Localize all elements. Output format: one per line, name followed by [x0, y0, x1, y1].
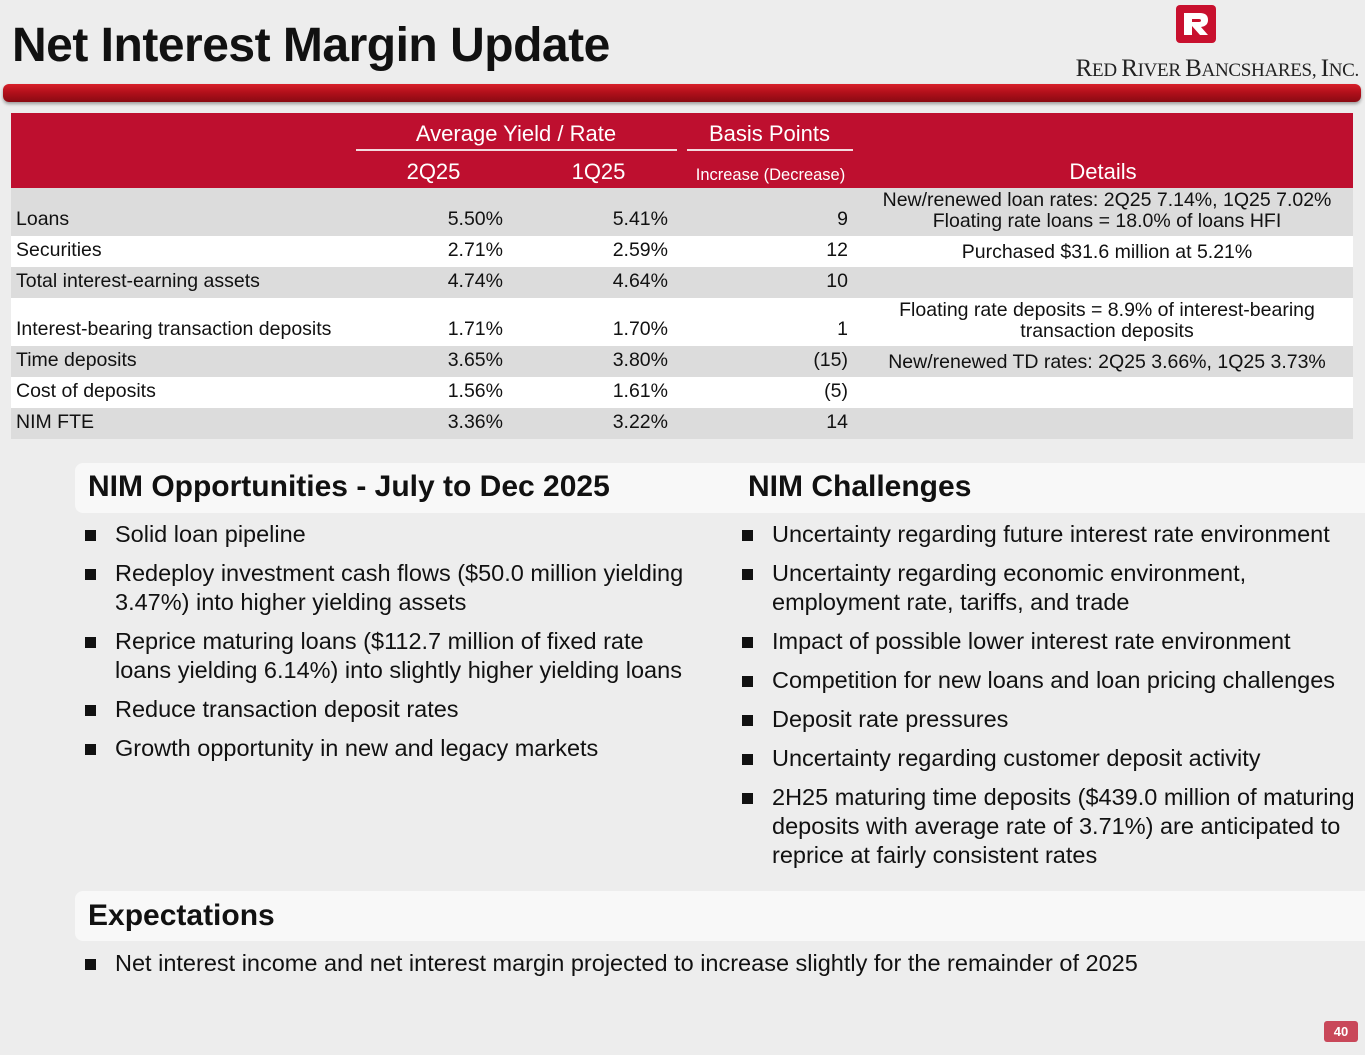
list-item: Uncertainty regarding future interest ra… — [742, 520, 1362, 549]
expectations-header-band — [75, 891, 1365, 941]
page-number: 40 — [1324, 1021, 1358, 1042]
header-col-2q25: 2Q25 — [406, 159, 461, 184]
company-name: RED RIVER BANCSHARES, INC. — [1075, 55, 1360, 82]
list-item: Uncertainty regarding customer deposit a… — [742, 744, 1362, 773]
challenges-list: Uncertainty regarding future interest ra… — [742, 520, 1362, 880]
header-col-1q25: 1Q25 — [571, 159, 626, 184]
list-item: Reprice maturing loans ($112.7 million o… — [85, 627, 685, 685]
challenges-title: NIM Challenges — [748, 470, 972, 503]
company-logo-icon — [1176, 5, 1216, 43]
section-header-band — [75, 463, 1365, 513]
header-col-basis-change: Increase (Decrease) — [695, 166, 846, 184]
header-group-basis-points: Basis Points — [708, 121, 831, 146]
table-row: Loans 5.50% 5.41% 9 New/renewed loan rat… — [11, 188, 1353, 236]
list-item: Uncertainty regarding economic environme… — [742, 559, 1362, 617]
list-item: Deposit rate pressures — [742, 705, 1362, 734]
list-item: Net interest income and net interest mar… — [85, 949, 1335, 978]
list-item: Reduce transaction deposit rates — [85, 695, 685, 724]
expectations-title: Expectations — [88, 899, 275, 932]
header-group-underline — [356, 149, 677, 151]
opportunities-list: Solid loan pipeline Redeploy investment … — [85, 520, 685, 773]
list-item: Redeploy investment cash flows ($50.0 mi… — [85, 559, 685, 617]
table-row: NIM FTE 3.36% 3.22% 14 — [11, 408, 1353, 439]
table-row: Cost of deposits 1.56% 1.61% (5) — [11, 377, 1353, 408]
header-divider-bar — [3, 84, 1361, 102]
nim-table: Average Yield / Rate Basis Points 2Q25 1… — [11, 113, 1353, 439]
table-header: Average Yield / Rate Basis Points 2Q25 1… — [11, 113, 1353, 188]
table-row: Total interest-earning assets 4.74% 4.64… — [11, 267, 1353, 298]
page-title: Net Interest Margin Update — [12, 19, 610, 72]
table-row: Securities 2.71% 2.59% 12 Purchased $31.… — [11, 236, 1353, 267]
header-col-details: Details — [1069, 159, 1137, 184]
list-item: Growth opportunity in new and legacy mar… — [85, 734, 685, 763]
header-group-underline — [687, 149, 853, 151]
list-item: Competition for new loans and loan prici… — [742, 666, 1362, 695]
expectations-list: Net interest income and net interest mar… — [85, 949, 1335, 988]
list-item: Impact of possible lower interest rate e… — [742, 627, 1362, 656]
list-item: 2H25 maturing time deposits ($439.0 mill… — [742, 783, 1362, 870]
opportunities-title: NIM Opportunities - July to Dec 2025 — [88, 470, 610, 503]
list-item: Solid loan pipeline — [85, 520, 685, 549]
header-group-yield: Average Yield / Rate — [415, 121, 617, 146]
table-row: Time deposits 3.65% 3.80% (15) New/renew… — [11, 346, 1353, 377]
table-row: Interest-bearing transaction deposits 1.… — [11, 298, 1353, 346]
